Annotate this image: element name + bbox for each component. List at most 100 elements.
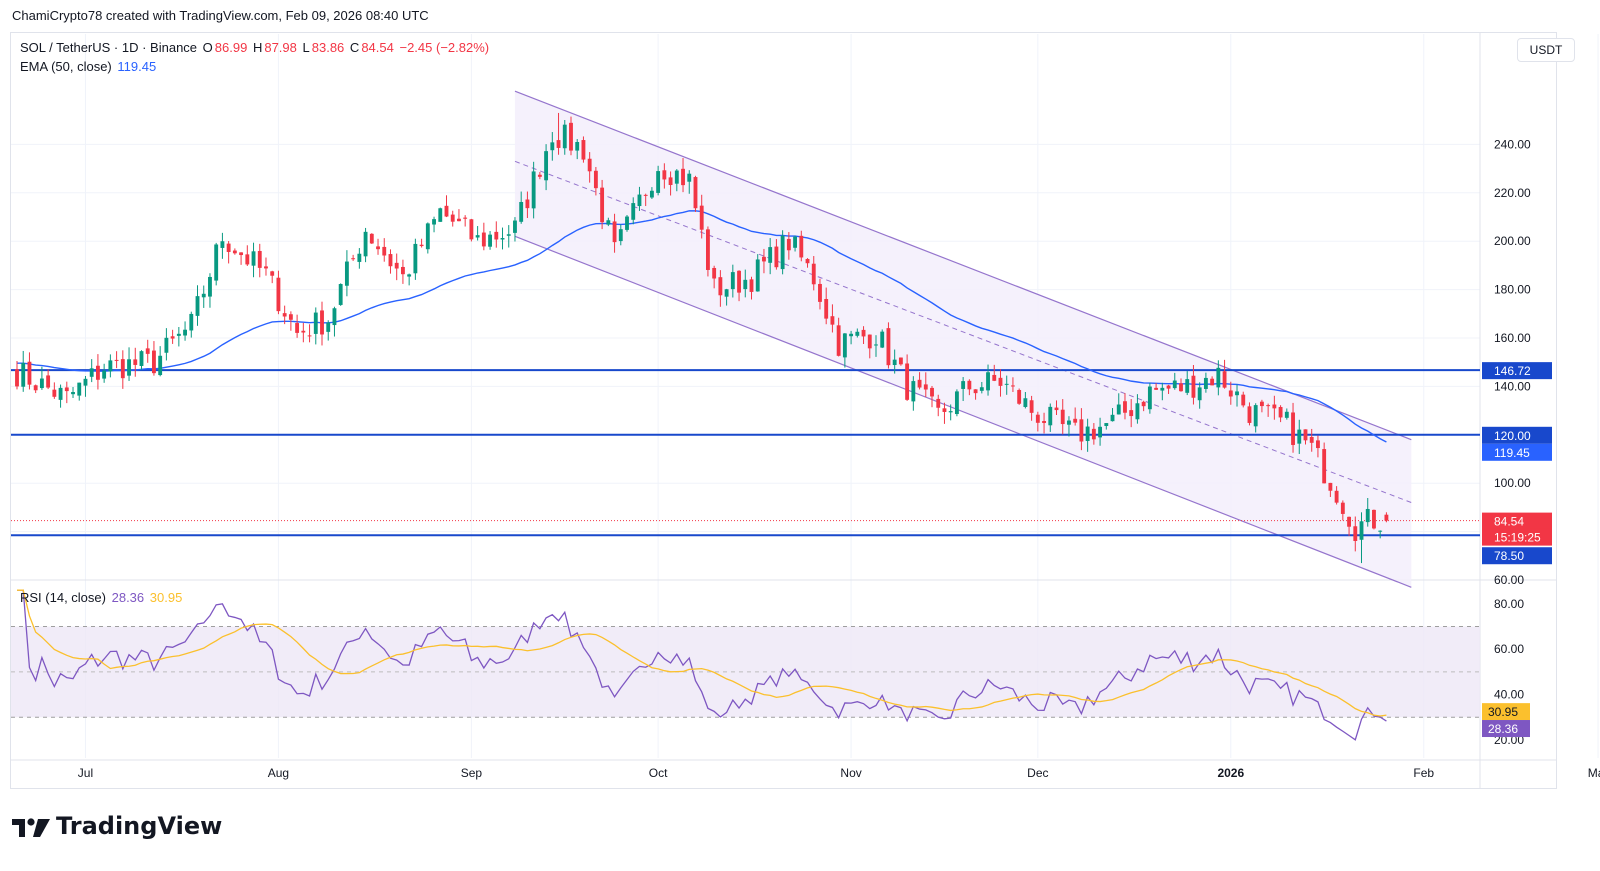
candle-body [363,231,368,257]
candle [1235,384,1239,407]
candle [1085,418,1090,452]
candle [1247,402,1252,426]
candle-body [643,194,648,196]
rsi-tick-label: 40.00 [1494,688,1524,702]
candle [643,193,648,207]
candle [64,381,69,404]
candle [33,384,38,394]
candle-body [1347,516,1351,527]
candle [1079,408,1084,451]
candle [363,227,368,263]
candle-body [52,389,57,397]
time-tick-label: Mar [1588,766,1600,780]
ema-label[interactable]: EMA (50, close) [20,59,112,74]
candle [120,350,125,389]
candle [21,350,26,392]
candle-body [1372,509,1376,529]
candle-body [1328,482,1333,491]
candle-body [251,251,256,266]
candle-body [768,247,773,263]
symbol-label[interactable]: SOL / TetherUS · 1D · Binance [20,40,198,55]
candle-body [581,140,586,160]
candle-body [307,335,312,337]
rsi-label[interactable]: RSI (14, close) [20,590,106,605]
price-label-level: 120.00 [1494,429,1531,443]
candle-body [338,284,343,305]
candle [39,366,44,390]
candle [313,307,318,345]
candle-body [718,277,723,296]
candle-body [1172,380,1177,389]
candle-body [276,277,281,312]
candle-body [1123,401,1127,413]
candle [450,210,455,227]
candle-body [737,270,741,293]
candle-body [332,308,337,326]
candle [1291,402,1295,453]
candle-body [214,244,219,281]
candle-body [344,261,349,286]
candle-body [1191,375,1196,398]
candle-body [836,325,841,356]
price-legend: SOL / TetherUS · 1D · Binance O 86.99 H 87… [20,40,491,55]
candle-body [712,267,717,279]
candle [1203,372,1208,393]
candle-body [1365,508,1370,523]
candle-body [780,235,785,270]
candle [1197,382,1202,409]
candle-body [948,411,953,413]
candle [1222,359,1227,389]
candle-body [1054,407,1059,411]
candle-body [407,274,412,277]
candle [618,224,623,246]
candle [1017,388,1022,405]
candle [1365,498,1370,527]
tradingview-logo[interactable]: TradingView [12,812,222,840]
candle [145,339,150,363]
candle [1067,416,1071,437]
candle [1166,384,1171,394]
candle [307,324,312,343]
candle-body [724,289,729,297]
price-label-level: 146.72 [1494,364,1531,378]
candle [102,363,107,383]
candle-body [71,392,75,395]
candle-body [313,312,318,334]
candle [1154,383,1159,390]
candle-body [201,293,206,298]
candle [220,232,225,259]
candle [942,402,947,424]
candle-body [593,170,598,189]
candle-body [973,389,978,394]
high-value: 87.98 [264,40,297,55]
candle-body [954,391,959,415]
rsi-label-rsi: 28.36 [1488,722,1518,736]
candle [1253,403,1258,433]
candle [842,333,847,368]
candle [961,377,966,402]
candle-body [575,142,580,151]
price-label-last: 84.54 [1494,515,1524,529]
candle-body [979,387,984,391]
candle-body [164,337,169,353]
candle-body [270,271,275,276]
candle-body [1035,414,1040,423]
candle [357,248,362,269]
candle-body [369,233,374,244]
candle [923,372,928,397]
currency-button[interactable]: USDT [1517,38,1575,62]
candle [77,382,82,401]
price-tick-label: 60.00 [1494,573,1524,587]
candle-body [1116,404,1121,415]
candle [127,347,131,381]
candle [569,116,573,156]
candle [114,351,119,369]
candle [332,306,337,337]
candle [1241,391,1246,408]
candle [382,238,387,262]
time-tick-label: Dec [1027,766,1048,780]
candle-body [1185,379,1190,393]
candle [195,285,200,326]
candle [967,379,972,396]
